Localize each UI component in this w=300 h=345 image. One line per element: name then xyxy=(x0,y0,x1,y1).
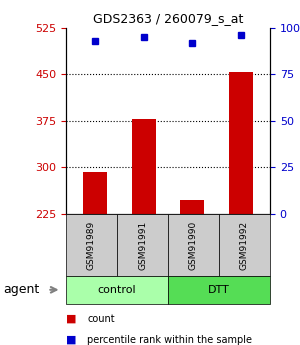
Text: GSM91991: GSM91991 xyxy=(138,220,147,269)
Text: GSM91992: GSM91992 xyxy=(240,220,249,269)
Text: GSM91990: GSM91990 xyxy=(189,220,198,269)
Text: percentile rank within the sample: percentile rank within the sample xyxy=(87,335,252,345)
Text: GDS2363 / 260079_s_at: GDS2363 / 260079_s_at xyxy=(93,12,243,25)
Text: count: count xyxy=(87,314,115,324)
Bar xyxy=(229,72,253,214)
Text: DTT: DTT xyxy=(208,285,230,295)
Bar xyxy=(132,119,156,214)
Text: agent: agent xyxy=(3,283,39,296)
Text: control: control xyxy=(98,285,136,295)
Bar xyxy=(83,172,107,214)
Bar xyxy=(180,200,204,214)
Text: GSM91989: GSM91989 xyxy=(87,220,96,269)
Text: ■: ■ xyxy=(66,335,76,345)
Text: ■: ■ xyxy=(66,314,76,324)
